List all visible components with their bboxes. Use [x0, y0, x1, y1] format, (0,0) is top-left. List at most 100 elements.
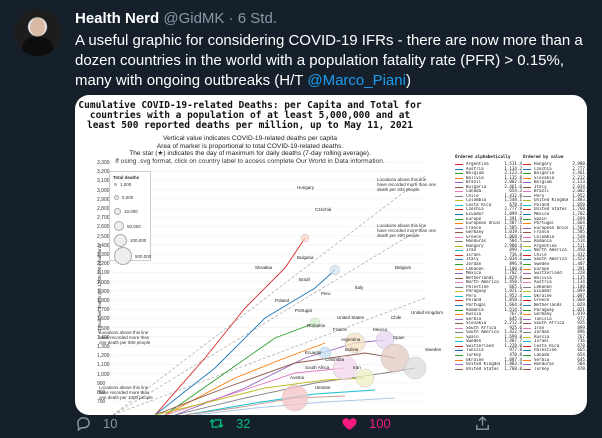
- ranking-country: Canada: [534, 352, 550, 357]
- ranking-country: Palestine: [534, 348, 557, 353]
- country-label: Slovakia: [255, 265, 273, 270]
- ranking-swatch: [455, 368, 463, 370]
- ranking-country: Italy: [466, 257, 479, 262]
- ranking-row: Belgium 2,123.4: [455, 171, 522, 176]
- ranking-swatch: [523, 168, 531, 170]
- ranking-country: South America: [534, 257, 567, 262]
- ranking-row: Bulgaria 2,461.6: [523, 171, 587, 176]
- country-bubble: [300, 233, 310, 243]
- ranking-row: Paraguay 1,021.2: [455, 289, 522, 294]
- ranking-swatch: [455, 345, 463, 347]
- retweet-button[interactable]: 32: [208, 415, 250, 432]
- ranking-country: Costa Rica: [466, 202, 492, 207]
- ranking-value: 2,777.9: [572, 165, 587, 171]
- legend-marker: [114, 183, 117, 186]
- threshold-line: [112, 297, 426, 415]
- ranking-value: 899.7: [509, 247, 522, 253]
- ranking-country: Switzerland: [466, 343, 494, 348]
- ranking-country: Spain: [466, 334, 479, 339]
- like-button[interactable]: 100: [341, 415, 391, 432]
- country-curve: [184, 395, 346, 415]
- avatar[interactable]: [14, 9, 61, 56]
- author-name[interactable]: Health Nerd: [75, 10, 160, 27]
- legend-marker: [114, 221, 124, 231]
- heart-icon: [342, 418, 357, 430]
- ranking-row: European Union 1,587.5: [523, 225, 587, 231]
- ranking-value: 1,135.8: [504, 174, 522, 180]
- ranking-row: France 1,585.1: [523, 230, 587, 235]
- ranking-swatch: [523, 268, 531, 270]
- ranking-country: South Africa: [534, 321, 565, 326]
- ranking-row: Colombia 1,548.1: [455, 198, 522, 203]
- country-bubble: [355, 368, 375, 388]
- ranking-country: Portugal: [466, 302, 487, 307]
- ranking-country: Netherlands: [534, 302, 562, 307]
- ranking-value: 1,391.9: [572, 265, 587, 271]
- ranking-swatch: [523, 204, 531, 206]
- ranking-country: Honduras: [466, 239, 487, 244]
- ranking-country: South America: [466, 330, 499, 335]
- y-tick-label: 1,100: [97, 362, 110, 369]
- ranking-country: Ukraine: [466, 357, 484, 362]
- ranking-value: 1,087.4: [572, 292, 587, 298]
- ranking-swatch: [523, 182, 531, 184]
- legend-marker: [114, 247, 132, 265]
- ranking-value: 767.9: [577, 333, 587, 339]
- ranking-swatch: [523, 291, 531, 293]
- ranking-country: Jordan: [534, 330, 550, 335]
- ranking-row: Czechia 2,777.9: [455, 207, 522, 212]
- ranking-swatch: [523, 318, 531, 320]
- ranking-country: Italy: [534, 184, 547, 189]
- ranking-swatch: [523, 277, 531, 279]
- ranking-row: Bolivia 1,135.8: [523, 275, 587, 281]
- ranking-country: Turkey: [466, 352, 482, 357]
- ranking-swatch: [523, 350, 531, 352]
- ranking-value: 1,883.9: [572, 197, 587, 203]
- threshold-line: [112, 175, 426, 415]
- ranking-row: Portugal 1,664.8: [523, 221, 587, 226]
- ranking-swatch: [523, 273, 531, 275]
- ranking-row: Germany 1,019.1: [455, 230, 522, 235]
- ranking-row: Switzerland 1,228.0: [523, 271, 587, 276]
- ranking-swatch: [523, 250, 531, 252]
- country-label: South Africa: [305, 365, 330, 370]
- ranking-row: South Africa 925.6: [455, 325, 522, 331]
- ranking-panel: Ordered alphabetically Ordered by value …: [453, 154, 587, 415]
- mention-link[interactable]: @Marco_Piani: [307, 72, 406, 89]
- ranking-value: 1,228.0: [504, 342, 522, 348]
- ranking-swatch: [455, 223, 463, 225]
- ranking-country: Russia: [466, 312, 482, 317]
- ranking-swatch: [523, 164, 531, 165]
- tweet-time[interactable]: 6 Std.: [237, 10, 277, 27]
- tweet-media-image[interactable]: Cumulative COVID-19-related Deaths: per …: [75, 95, 587, 415]
- author-handle[interactable]: @GidMK: [163, 10, 225, 27]
- ranking-value: 977.8: [577, 315, 587, 321]
- ranking-value: 645.6: [577, 356, 587, 362]
- country-label: France: [333, 327, 348, 332]
- ranking-swatch: [455, 364, 463, 366]
- ranking-value: 1,228.0: [572, 270, 587, 276]
- ranking-swatch: [455, 214, 463, 216]
- reply-button[interactable]: 10: [75, 415, 117, 432]
- ranking-value: 1,087.4: [504, 356, 522, 362]
- ranking-swatch: [455, 195, 463, 197]
- ranking-row: Russia 767.9: [455, 311, 522, 317]
- country-curve: [164, 342, 326, 415]
- ranking-row: Mexico 1,702.7: [455, 271, 522, 276]
- ranking-value: 736.8: [509, 251, 522, 257]
- country-curve: [154, 237, 306, 415]
- country-bubble: [332, 355, 358, 381]
- ranking-swatch: [523, 200, 531, 202]
- ranking-country: Turkey: [534, 366, 550, 371]
- ranking-country: Paraguay: [466, 289, 487, 294]
- ranking-row: Italy 2,034.6: [455, 257, 522, 262]
- country-label: Spain: [393, 335, 405, 340]
- ranking-country: Colombia: [466, 198, 487, 203]
- ranking-swatch: [523, 232, 531, 234]
- share-button[interactable]: [474, 415, 491, 432]
- ranking-swatch: [455, 282, 463, 284]
- ranking-swatch: [455, 173, 463, 175]
- y-tick-label: 1,700: [97, 307, 110, 314]
- ranking-row: Czechia 2,777.9: [523, 165, 587, 172]
- ranking-value: 1,952.4: [504, 292, 522, 298]
